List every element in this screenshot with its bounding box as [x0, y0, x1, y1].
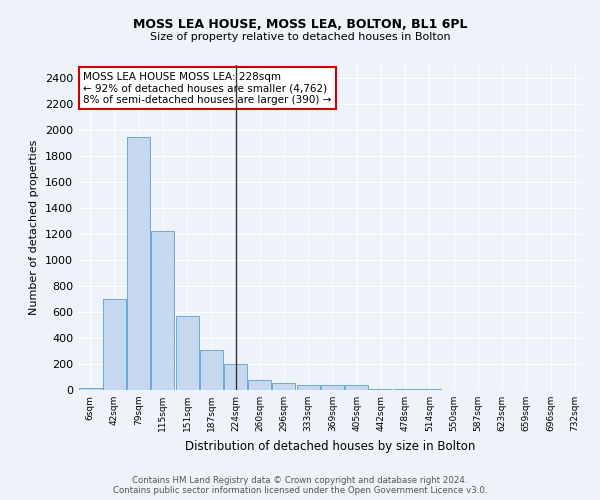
Text: Size of property relative to detached houses in Bolton: Size of property relative to detached ho…: [149, 32, 451, 42]
Bar: [394, 388, 416, 390]
Bar: [418, 388, 441, 390]
Bar: [370, 388, 392, 390]
Bar: [200, 350, 223, 390]
Text: MOSS LEA HOUSE, MOSS LEA, BOLTON, BL1 6PL: MOSS LEA HOUSE, MOSS LEA, BOLTON, BL1 6P…: [133, 18, 467, 30]
Bar: [272, 383, 295, 390]
Bar: [79, 388, 101, 390]
Bar: [296, 386, 320, 390]
Text: Contains HM Land Registry data © Crown copyright and database right 2024.
Contai: Contains HM Land Registry data © Crown c…: [113, 476, 487, 495]
Bar: [103, 299, 126, 390]
Bar: [321, 386, 344, 390]
Bar: [151, 232, 175, 390]
X-axis label: Distribution of detached houses by size in Bolton: Distribution of detached houses by size …: [185, 440, 475, 452]
Bar: [248, 380, 271, 390]
Bar: [345, 386, 368, 390]
Bar: [127, 136, 150, 390]
Bar: [176, 316, 199, 390]
Text: MOSS LEA HOUSE MOSS LEA: 228sqm
← 92% of detached houses are smaller (4,762)
8% : MOSS LEA HOUSE MOSS LEA: 228sqm ← 92% of…: [83, 72, 331, 104]
Y-axis label: Number of detached properties: Number of detached properties: [29, 140, 40, 315]
Bar: [224, 364, 247, 390]
